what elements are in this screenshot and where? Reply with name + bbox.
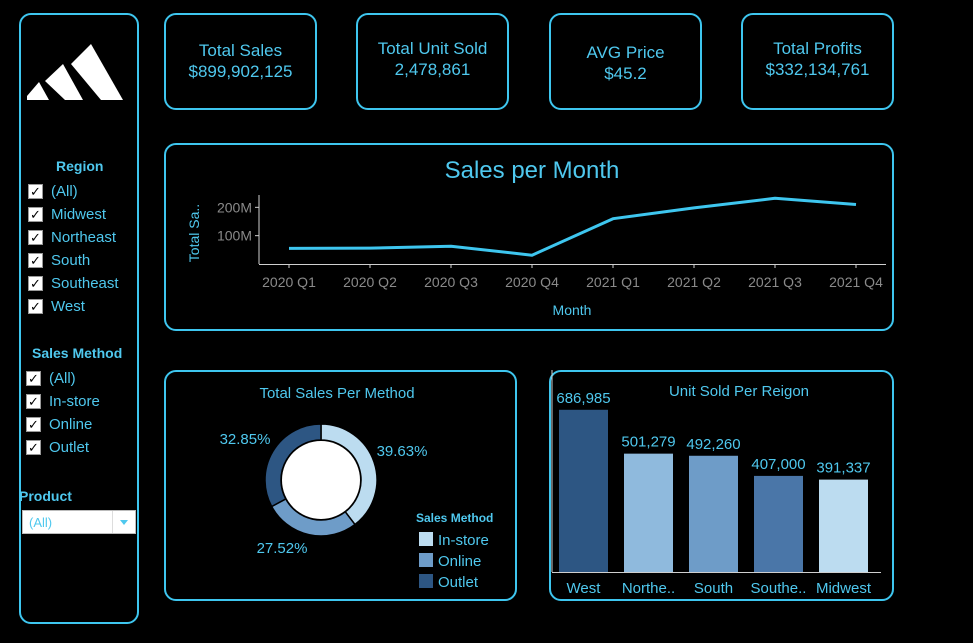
checkbox-checked-icon[interactable]: ✓ [26,370,41,386]
kpi-value: $899,902,125 [188,62,293,81]
region-option[interactable]: ✓ Northeast [28,227,116,247]
y-tick-label: 100M [217,228,252,244]
kpi-title: Total Profits [773,39,862,58]
x-tick-label: 2020 Q2 [343,274,397,290]
sales-per-month-panel [164,143,894,331]
legend-entry: Outlet [438,574,479,591]
sales-method-option[interactable]: ✓ (All) [26,368,76,388]
pie-slice-label: 32.85% [220,431,271,448]
checkbox-checked-icon[interactable]: ✓ [26,416,41,432]
x-tick-label: 2021 Q1 [586,274,640,290]
bar-value-label: 391,337 [816,460,870,477]
legend-title: Sales Method [416,511,493,525]
donut-hole [282,441,360,519]
kpi-title: Total Unit Sold [377,39,488,58]
checkbox-checked-icon[interactable]: ✓ [28,275,43,291]
sales-line-series[interactable] [288,196,857,257]
product-dropdown[interactable]: (All) [22,510,136,534]
kpi-total-sales: Total Sales $899,902,125 [164,13,317,110]
product-filter-title: Product [19,488,72,504]
y-tick-label: 200M [217,199,252,215]
y-axis-label: Total Sa.. [186,204,202,262]
region-option-label: Midwest [51,205,107,223]
region-option[interactable]: ✓ (All) [28,181,78,201]
checkbox-checked-icon[interactable]: ✓ [28,229,43,245]
sales-per-month-chart: Sales per Month Total Sa.. Month 100M 200… [186,157,886,318]
x-tick-label: Northe.. [622,580,675,597]
x-tick-label: 2020 Q1 [262,274,316,290]
unit-sold-per-region-panel [549,370,894,601]
legend-swatch [419,553,433,567]
sales-method-option[interactable]: ✓ Outlet [26,437,89,457]
x-tick-label: South [694,580,733,597]
checkbox-checked-icon[interactable]: ✓ [28,252,43,268]
x-tick-label: 2021 Q4 [829,274,883,290]
sales-per-method-panel [164,370,517,601]
kpi-value: $45.2 [604,64,647,83]
region-option-label: Southeast [51,274,119,292]
region-option-label: West [51,297,85,315]
kpi-avg-price: AVG Price $45.2 [549,13,702,110]
x-tick-label: 2021 Q3 [748,274,802,290]
kpi-title: Total Sales [198,41,283,60]
legend-swatch [419,532,433,546]
x-tick-label: 2020 Q4 [505,274,559,290]
x-axis-label: Month [553,302,592,318]
bar-value-label: 501,279 [621,434,675,451]
sales-method-filter-title: Sales Method [32,345,123,361]
checkbox-checked-icon[interactable]: ✓ [28,183,43,199]
checkbox-checked-icon[interactable]: ✓ [26,393,41,409]
region-filter-title: Region [56,158,104,174]
x-tick-label: 2021 Q2 [667,274,721,290]
bar-southe[interactable] [754,475,803,572]
legend-entry: Online [438,553,481,570]
pie-slice-label: 27.52% [257,540,308,557]
pie-slice-outlet[interactable] [264,423,322,508]
x-tick-label: 2020 Q3 [424,274,478,290]
bar-value-label: 407,000 [751,456,805,473]
unit-sold-per-region-chart: Unit Sold Per Reigon 686,985 West 501,279 N… [551,370,881,597]
legend-entry: In-store [438,532,489,549]
legend-swatch [419,574,433,588]
checkbox-checked-icon[interactable]: ✓ [28,298,43,314]
kpi-value: 2,478,861 [394,60,471,79]
region-option-label: Northeast [51,228,117,246]
product-dropdown-value: (All) [29,515,53,530]
region-option[interactable]: ✓ Southeast [28,273,119,293]
region-option[interactable]: ✓ Midwest [28,204,106,224]
bar-south[interactable] [689,455,738,572]
sales-method-option[interactable]: ✓ In-store [26,391,100,411]
x-tick-label: West [567,580,602,597]
sales-method-option-label: (All) [49,369,76,387]
x-tick-label: Southe.. [751,580,807,597]
region-option[interactable]: ✓ South [28,250,90,270]
sales-per-method-chart: Total Sales Per Method 39.63% 27.52% 32.85… [220,385,494,591]
pie-slice-label: 39.63% [377,443,428,460]
checkbox-checked-icon[interactable]: ✓ [26,439,41,455]
bar-value-label: 492,260 [686,436,740,453]
bar-west[interactable] [559,409,608,572]
sales-method-option-label: Online [49,415,93,433]
bar-northe[interactable] [624,453,673,572]
x-tick-label: Midwest [816,580,872,597]
kpi-title: AVG Price [586,43,665,62]
sales-method-option-label: Outlet [49,438,90,456]
chevron-down-icon[interactable] [112,511,135,533]
region-option[interactable]: ✓ West [28,296,85,316]
region-option-label: (All) [51,182,78,200]
chart-title: Unit Sold Per Reigon [669,383,809,400]
kpi-total-profits: Total Profits $332,134,761 [741,13,894,110]
filter-sidebar [19,13,139,624]
bar-midwest[interactable] [819,479,868,572]
region-option-label: South [51,251,91,269]
adidas-logo-icon [27,44,123,100]
chart-title: Sales per Month [445,157,620,184]
sales-method-option[interactable]: ✓ Online [26,414,92,434]
kpi-value: $332,134,761 [765,60,870,79]
sales-method-option-label: In-store [49,392,100,410]
checkbox-checked-icon[interactable]: ✓ [28,206,43,222]
kpi-total-unit-sold: Total Unit Sold 2,478,861 [356,13,509,110]
chart-title: Total Sales Per Method [259,385,414,402]
bar-value-label: 686,985 [556,390,610,407]
